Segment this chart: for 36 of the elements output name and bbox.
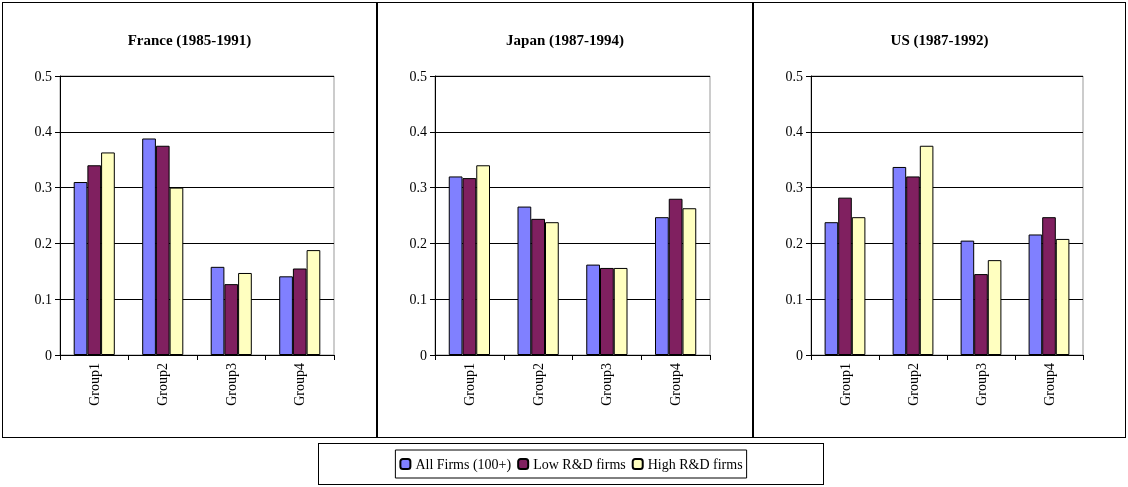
y-tick-label: 0.5 bbox=[34, 68, 52, 84]
x-tick-label: Group1 bbox=[86, 363, 102, 406]
x-tick-label: Group3 bbox=[599, 363, 615, 406]
y-tick-label: 0.5 bbox=[785, 68, 803, 84]
y-tick-label: 0.3 bbox=[785, 180, 803, 196]
x-tick-label: Group2 bbox=[155, 363, 171, 406]
y-tick-label: 0.3 bbox=[34, 180, 52, 196]
legend-label: High R&D firms bbox=[647, 456, 743, 472]
y-tick-label: 0.1 bbox=[785, 291, 803, 307]
x-tick-label: Group1 bbox=[461, 363, 477, 406]
legend-label: Low R&D firms bbox=[533, 456, 626, 472]
y-tick-label: 0.2 bbox=[34, 235, 52, 251]
chart-title: US (1987-1992) bbox=[890, 31, 989, 49]
y-tick-label: 0.4 bbox=[34, 124, 52, 140]
y-tick-label: 0.5 bbox=[409, 68, 427, 84]
y-tick-label: 0.3 bbox=[409, 180, 427, 196]
x-tick-label: Group4 bbox=[1041, 363, 1057, 406]
y-tick-label: 0.4 bbox=[409, 124, 427, 140]
y-tick-label: 0 bbox=[45, 347, 52, 363]
chart-title: Japan (1987-1994) bbox=[506, 31, 624, 49]
x-tick-label: Group1 bbox=[837, 363, 853, 406]
x-tick-label: Group4 bbox=[668, 363, 684, 406]
x-tick-label: Group3 bbox=[973, 363, 989, 406]
y-tick-label: 0.2 bbox=[409, 235, 427, 251]
x-tick-label: Group4 bbox=[292, 363, 308, 406]
y-tick-label: 0.4 bbox=[785, 124, 803, 140]
chart-title: France (1985-1991) bbox=[127, 31, 252, 49]
y-tick-label: 0.1 bbox=[409, 291, 427, 307]
y-tick-label: 0.1 bbox=[34, 291, 52, 307]
legend-label: All Firms (100+) bbox=[415, 456, 512, 473]
x-tick-label: Group2 bbox=[905, 363, 921, 406]
y-tick-label: 0.2 bbox=[785, 235, 803, 251]
x-tick-label: Group3 bbox=[223, 363, 239, 406]
y-tick-label: 0 bbox=[420, 347, 427, 363]
x-tick-label: Group2 bbox=[530, 363, 546, 406]
y-tick-label: 0 bbox=[796, 347, 803, 363]
